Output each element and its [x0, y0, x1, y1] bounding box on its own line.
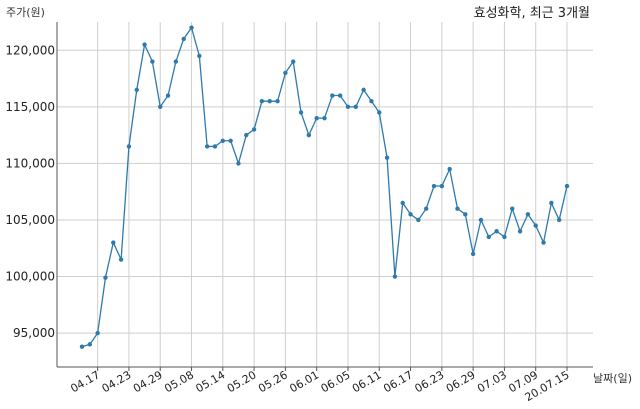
- x-tick-label: 05.26: [256, 368, 290, 395]
- data-point: [486, 234, 491, 240]
- x-tick-label: 04.17: [68, 368, 102, 395]
- y-tick-label: 120,000: [5, 43, 55, 57]
- x-tick-label: 05.14: [194, 368, 228, 395]
- data-point: [549, 200, 554, 206]
- data-point: [251, 127, 257, 132]
- data-point: [447, 166, 452, 172]
- y-tick-label: 115,000: [5, 100, 55, 114]
- x-tick-label: 04.23: [100, 368, 134, 395]
- data-point: [556, 217, 562, 223]
- data-point: [150, 59, 155, 64]
- data-points: [79, 25, 570, 349]
- data-point: [126, 144, 132, 149]
- y-tick-label: 95,000: [13, 326, 55, 340]
- data-point: [353, 104, 358, 110]
- data-point: [494, 229, 499, 234]
- y-tick-label: 105,000: [5, 213, 55, 227]
- data-point: [377, 110, 382, 115]
- axes: [56, 22, 593, 371]
- data-point: [267, 98, 272, 104]
- y-axis-label: 주가(원): [6, 6, 45, 19]
- x-tick-labels: 04.1704.2304.2905.0805.1405.2005.2606.01…: [68, 368, 571, 404]
- data-point: [533, 223, 538, 228]
- data-point: [95, 330, 100, 336]
- data-point: [197, 53, 202, 59]
- data-point: [431, 183, 437, 189]
- x-tick-label: 05.20: [225, 368, 259, 395]
- data-point: [142, 42, 147, 47]
- data-point: [204, 144, 210, 149]
- x-tick-label: 06.01: [287, 368, 321, 395]
- data-point: [87, 342, 93, 347]
- data-point: [158, 104, 163, 110]
- data-point: [564, 183, 570, 189]
- data-point: [423, 206, 429, 211]
- data-point: [408, 212, 413, 217]
- data-point: [165, 93, 171, 98]
- data-point: [502, 234, 507, 240]
- data-point: [228, 138, 233, 143]
- data-point: [322, 115, 327, 121]
- data-point: [244, 132, 249, 138]
- y-tick-label: 110,000: [5, 156, 55, 170]
- data-point: [345, 104, 351, 110]
- grid-lines: [57, 22, 593, 367]
- data-point: [517, 229, 523, 234]
- x-tick-label: 06.17: [381, 368, 415, 395]
- x-tick-label: 07.03: [475, 368, 509, 395]
- data-point: [361, 87, 366, 93]
- data-point: [478, 217, 484, 223]
- data-point: [111, 240, 116, 245]
- data-point: [463, 212, 468, 217]
- data-point: [79, 344, 85, 349]
- data-point: [220, 138, 226, 143]
- data-point: [510, 206, 515, 211]
- data-point: [439, 183, 445, 189]
- data-point: [173, 59, 179, 64]
- data-point: [298, 110, 304, 115]
- data-point: [455, 206, 460, 211]
- data-point: [314, 115, 319, 121]
- x-tick-label: 04.29: [131, 368, 165, 395]
- data-point: [291, 59, 296, 64]
- data-point: [306, 132, 312, 138]
- data-point: [259, 98, 265, 104]
- x-tick-label: 06.29: [444, 368, 478, 395]
- data-point: [541, 240, 546, 245]
- x-tick-label: 06.05: [319, 368, 353, 395]
- data-point: [212, 144, 218, 149]
- data-point: [525, 212, 531, 217]
- data-point: [236, 161, 241, 166]
- chart-title: 효성화학, 최근 3개월: [474, 6, 590, 21]
- data-point: [470, 251, 476, 257]
- data-point: [103, 275, 108, 280]
- data-point: [392, 274, 398, 279]
- price-series-line: [81, 26, 568, 348]
- data-point: [416, 217, 421, 223]
- x-tick-label: 06.11: [350, 368, 384, 395]
- data-point: [189, 25, 194, 30]
- data-point: [369, 98, 374, 104]
- data-point: [330, 93, 335, 98]
- data-point: [118, 257, 124, 262]
- data-point: [181, 36, 186, 42]
- data-point: [400, 200, 405, 206]
- data-point: [337, 93, 343, 98]
- y-tick-label: 100,000: [5, 270, 55, 284]
- data-point: [384, 155, 390, 160]
- x-tick-label: 06.23: [413, 368, 447, 395]
- x-tick-label: 05.08: [162, 368, 196, 395]
- data-point: [134, 87, 139, 93]
- data-point: [283, 70, 288, 76]
- y-tick-labels: 95,000 100,000 105,000 110,000 115,000 120,00…: [5, 43, 55, 340]
- data-point: [275, 98, 280, 104]
- x-axis-label: 날짜(일): [593, 371, 632, 385]
